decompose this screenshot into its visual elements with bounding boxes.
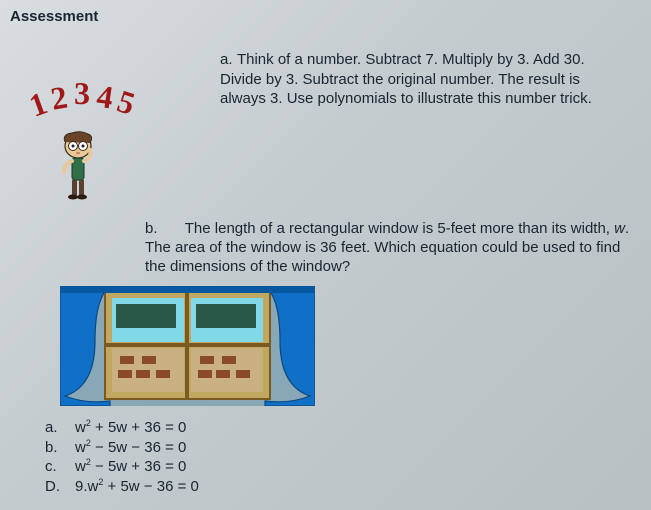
option-a-expr: w2 + 5w + 36 = 0 <box>75 418 186 438</box>
number-3: 3 <box>74 75 96 112</box>
option-a: a. w2 + 5w + 36 = 0 <box>45 418 641 438</box>
option-b-label: b. <box>45 438 75 458</box>
problem-a-text: Think of a number. Subtract 7. Multiply … <box>220 51 592 107</box>
option-a-label: a. <box>45 418 75 438</box>
problem-b-text-1: The length of a rectangular window is 5-… <box>185 220 614 237</box>
problem-a-label: a. <box>220 51 233 68</box>
problem-b-text-block: b. The length of a rectangular window is… <box>145 220 635 276</box>
numbers-cartoon-illustration: 12345 <box>15 90 180 210</box>
option-d-label: D. <box>45 477 75 497</box>
option-d-expr: 9.w2 + 5w − 36 = 0 <box>75 477 199 497</box>
option-b-expr: w2 − 5w − 36 = 0 <box>75 438 186 458</box>
option-c-label: c. <box>45 457 75 477</box>
page-title: Assessment <box>10 8 641 25</box>
problem-a-container: 12345 a. Think of a number. Sub <box>10 45 641 210</box>
option-c-expr: w2 − 5w + 36 = 0 <box>75 457 186 477</box>
answer-options: a. w2 + 5w + 36 = 0 b. w2 − 5w − 36 = 0 … <box>45 418 641 496</box>
problem-a-text-block: a. Think of a number. Subtract 7. Multip… <box>220 45 620 109</box>
option-c: c. w2 − 5w + 36 = 0 <box>45 457 641 477</box>
floating-numbers: 12345 <box>30 85 140 122</box>
problem-b-label: b. <box>145 220 158 237</box>
thinking-character-icon <box>50 128 110 203</box>
option-d: D. 9.w2 + 5w − 36 = 0 <box>45 477 641 497</box>
classroom-window-illustration <box>60 286 315 406</box>
variable-w: w <box>614 220 625 237</box>
option-b: b. w2 − 5w − 36 = 0 <box>45 438 641 458</box>
